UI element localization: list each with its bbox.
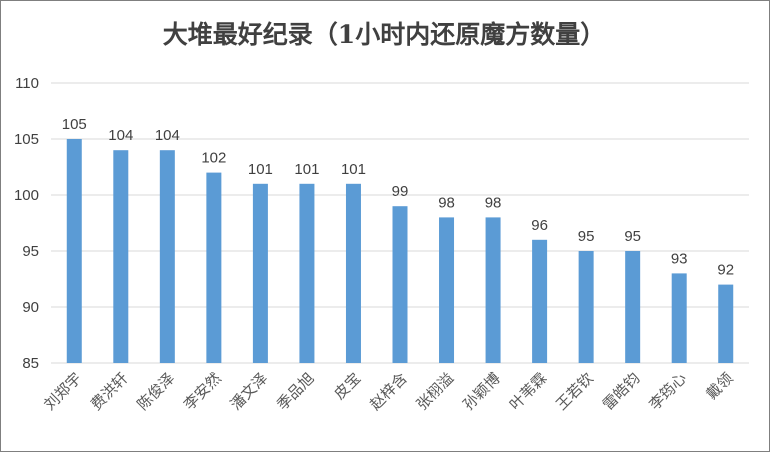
category-label: 戴领 <box>703 369 737 403</box>
bar-11 <box>578 251 594 363</box>
bar-7 <box>392 206 408 363</box>
data-label: 105 <box>62 116 87 133</box>
data-label: 99 <box>392 183 409 200</box>
bar-5 <box>299 183 315 363</box>
category-label: 张栩溢 <box>413 369 458 414</box>
x-axis-categories: 刘郑宇 费洪轩 陈俊泽 李安然 潘文泽 季品旭 皮宝 赵梓含 张栩溢 孙颖博 叶苇霖 王若钦 雷皓钧 李筠… <box>41 369 737 414</box>
category-label: 孙颖博 <box>459 369 504 414</box>
data-label: 98 <box>438 194 455 211</box>
bar-8 <box>439 217 455 363</box>
y-tick-label: 105 <box>14 131 39 148</box>
category-label: 陈俊泽 <box>134 369 179 414</box>
data-label: 101 <box>294 161 319 178</box>
data-label: 104 <box>155 127 180 144</box>
data-label: 98 <box>485 194 502 211</box>
data-label: 93 <box>671 250 688 267</box>
category-label: 叶苇霖 <box>506 369 551 414</box>
y-tick-label: 90 <box>22 299 39 316</box>
bar-14 <box>718 284 734 363</box>
category-label: 刘郑宇 <box>41 369 86 414</box>
bar-4 <box>252 183 268 363</box>
bar-9 <box>485 217 501 363</box>
bar-12 <box>625 251 641 363</box>
data-label: 101 <box>248 161 273 178</box>
bars <box>66 139 734 363</box>
y-tick-label: 100 <box>14 187 39 204</box>
category-label: 赵梓含 <box>366 369 411 414</box>
data-label: 95 <box>578 228 595 245</box>
bar-2 <box>159 150 175 363</box>
data-labels: 105 104 104 102 101 101 101 99 98 98 96 95 95 93 92 <box>62 116 734 279</box>
data-label: 95 <box>624 228 641 245</box>
y-axis-ticks: 85 90 95 100 105 110 <box>14 75 39 372</box>
category-label: 潘文泽 <box>227 369 272 414</box>
category-label: 李筠心 <box>645 369 690 414</box>
y-tick-label: 95 <box>22 243 39 260</box>
chart-title: 大堆最好纪录（1小时内还原魔方数量） <box>163 20 605 49</box>
data-label: 101 <box>341 161 366 178</box>
category-label: 雷皓钧 <box>599 369 644 414</box>
bar-1 <box>113 150 129 363</box>
category-label: 王若钦 <box>552 369 597 414</box>
data-label: 92 <box>717 262 734 279</box>
y-tick-label: 110 <box>15 75 39 92</box>
bar-13 <box>671 273 687 363</box>
data-label: 96 <box>531 217 548 234</box>
category-label: 季品旭 <box>273 369 318 414</box>
bar-3 <box>206 172 222 363</box>
category-label: 皮宝 <box>330 369 364 403</box>
bar-6 <box>345 183 361 363</box>
data-label: 102 <box>201 150 226 167</box>
category-label: 李安然 <box>180 369 225 414</box>
bar-0 <box>66 139 82 363</box>
y-tick-label: 85 <box>22 355 39 372</box>
bar-10 <box>532 239 548 363</box>
category-label: 费洪轩 <box>87 369 132 414</box>
data-label: 104 <box>108 127 133 144</box>
